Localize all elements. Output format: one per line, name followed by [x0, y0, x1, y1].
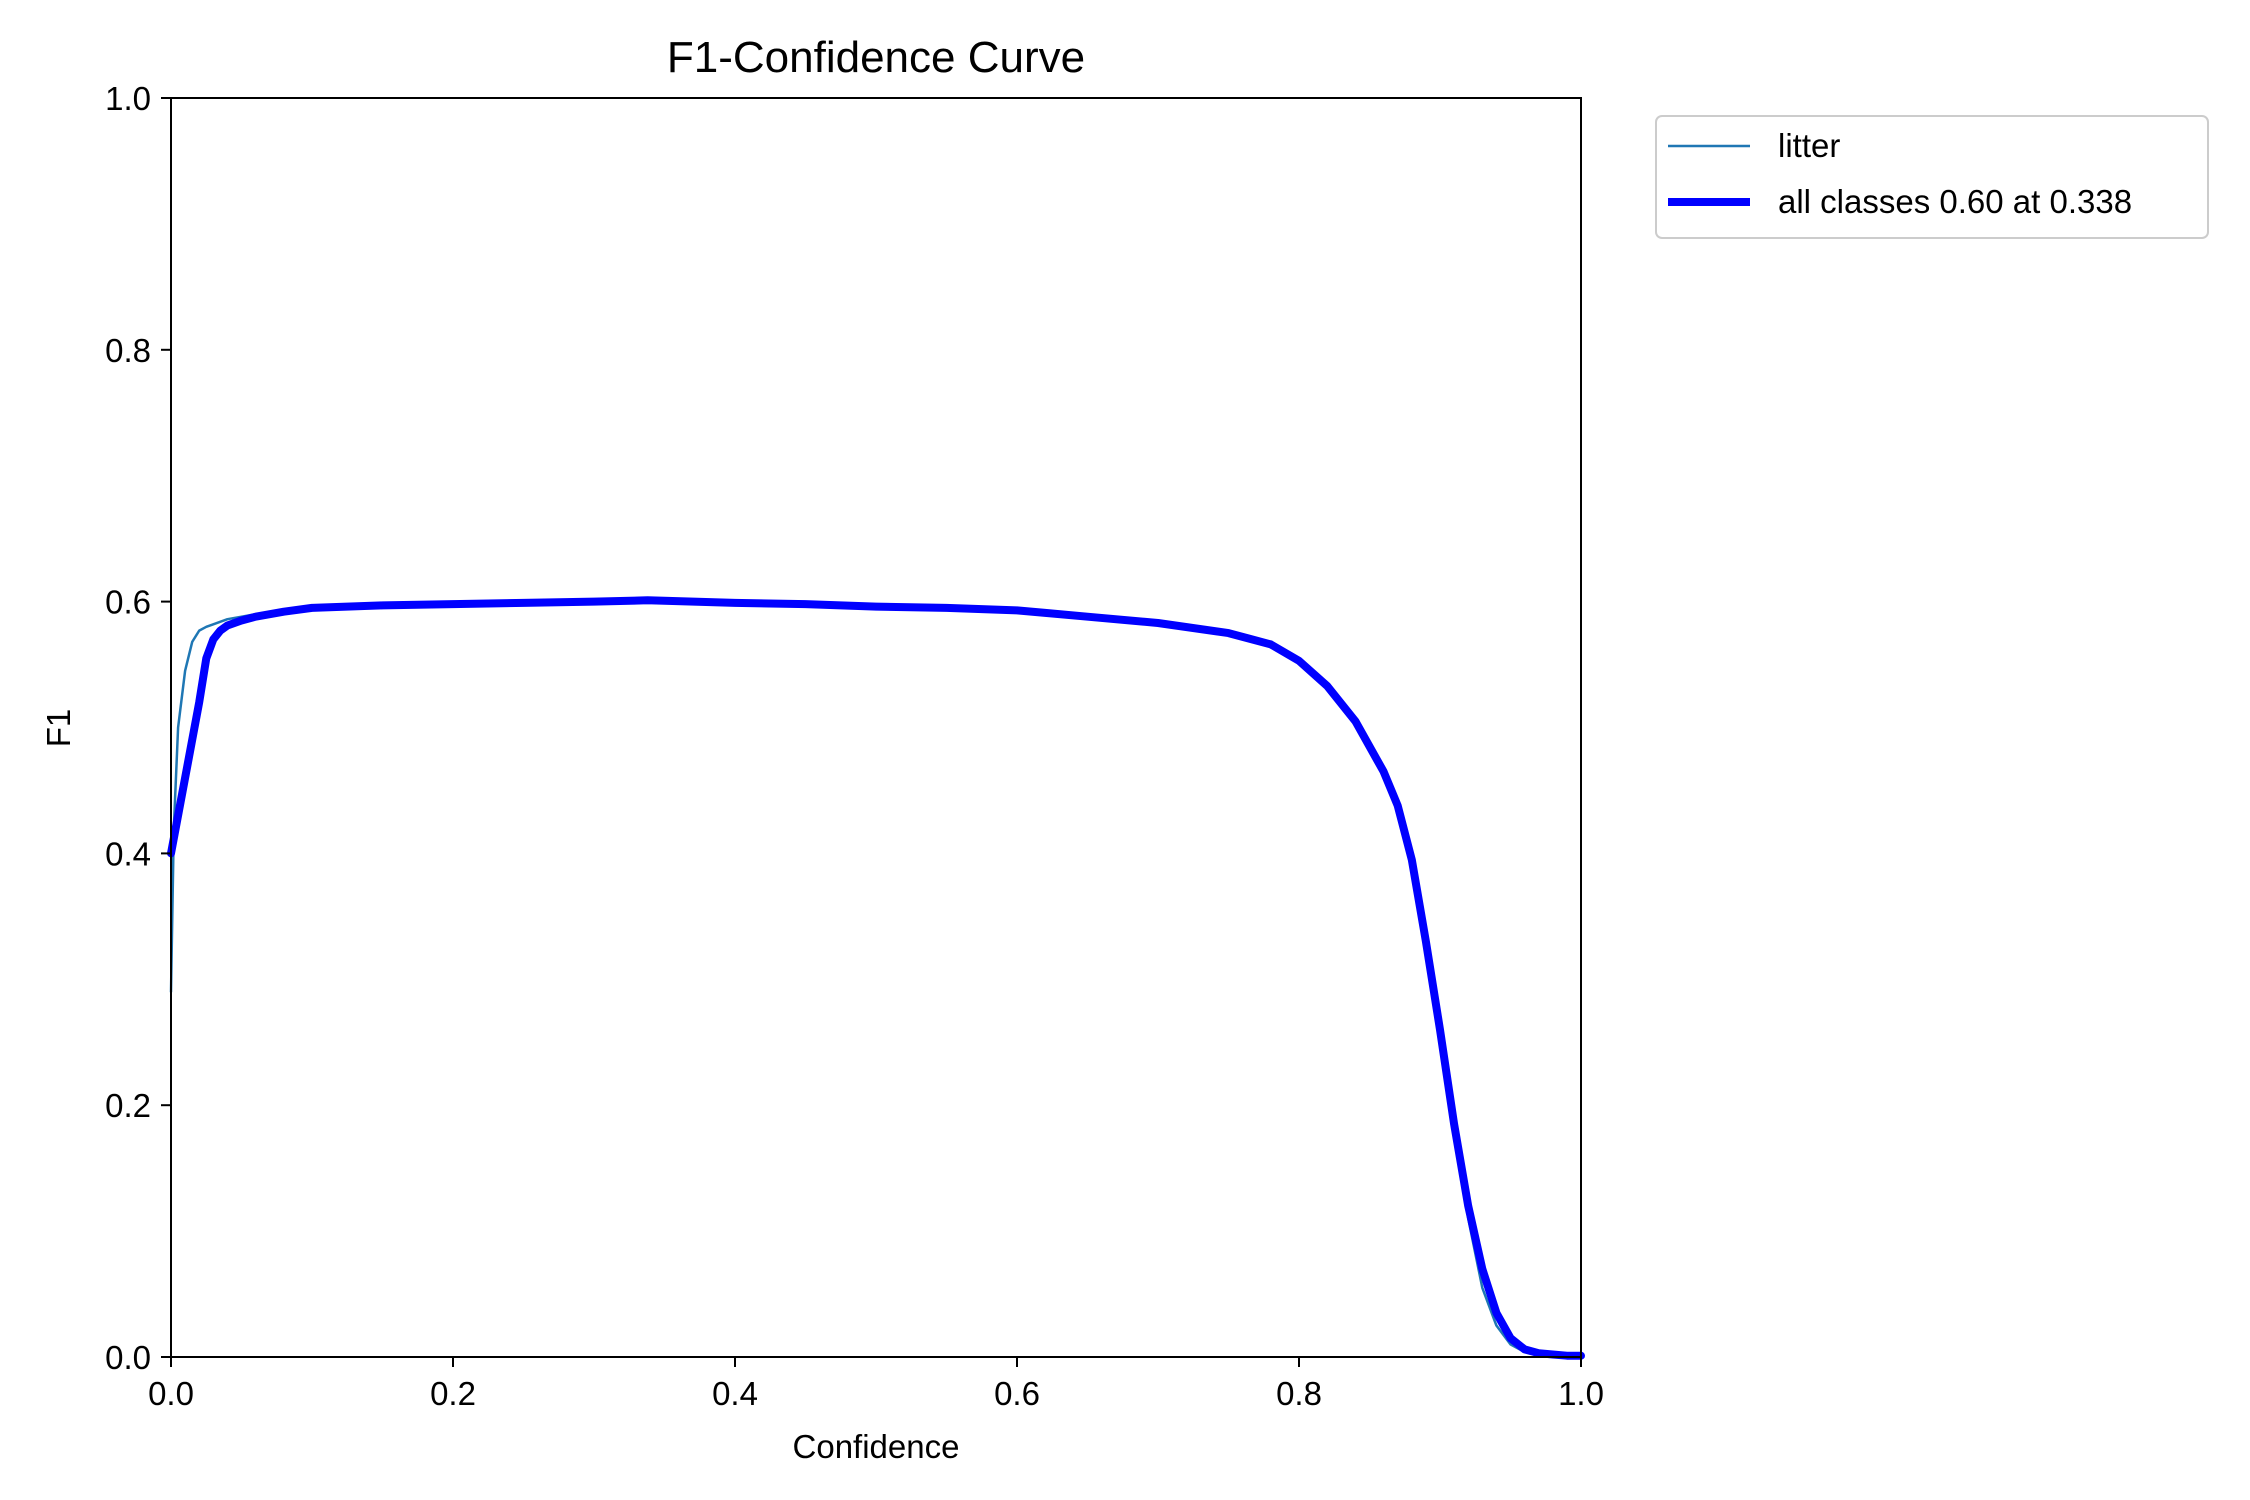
x-tick-label: 0.2 [430, 1375, 476, 1412]
x-tick-label: 0.0 [148, 1375, 194, 1412]
x-axis-label: Confidence [793, 1428, 960, 1465]
x-tick-label: 0.8 [1276, 1375, 1322, 1412]
x-tick-label: 0.4 [712, 1375, 758, 1412]
y-tick-label: 0.2 [105, 1087, 151, 1124]
legend-entry-litter: litter [1778, 127, 1840, 164]
series-line-all-classes-0-60-at-0-338 [167, 596, 1585, 1360]
chart-title: F1-Confidence Curve [667, 33, 1085, 82]
y-axis-label: F1 [40, 709, 77, 748]
plot-area [167, 97, 1585, 1360]
plot-frame [170, 97, 1582, 1358]
x-tick-label: 0.6 [994, 1375, 1040, 1412]
y-tick-label: 0.0 [105, 1339, 151, 1376]
legend: litter all classes 0.60 at 0.338 [1655, 115, 2209, 239]
y-tick-label: 0.4 [105, 835, 151, 872]
x-axis-ticks: 0.0 0.2 0.4 0.6 0.8 1.0 [148, 1357, 1604, 1412]
y-tick-label: 0.6 [105, 584, 151, 621]
series-layer [167, 596, 1585, 1360]
y-tick-label: 0.8 [105, 332, 151, 369]
y-tick-label: 1.0 [105, 80, 151, 117]
legend-frame [1655, 115, 2209, 239]
x-tick-label: 1.0 [1558, 1375, 1604, 1412]
y-axis-ticks: 0.0 0.2 0.4 0.6 0.8 1.0 [105, 80, 171, 1376]
legend-entry-all-classes: all classes 0.60 at 0.338 [1778, 183, 2132, 220]
